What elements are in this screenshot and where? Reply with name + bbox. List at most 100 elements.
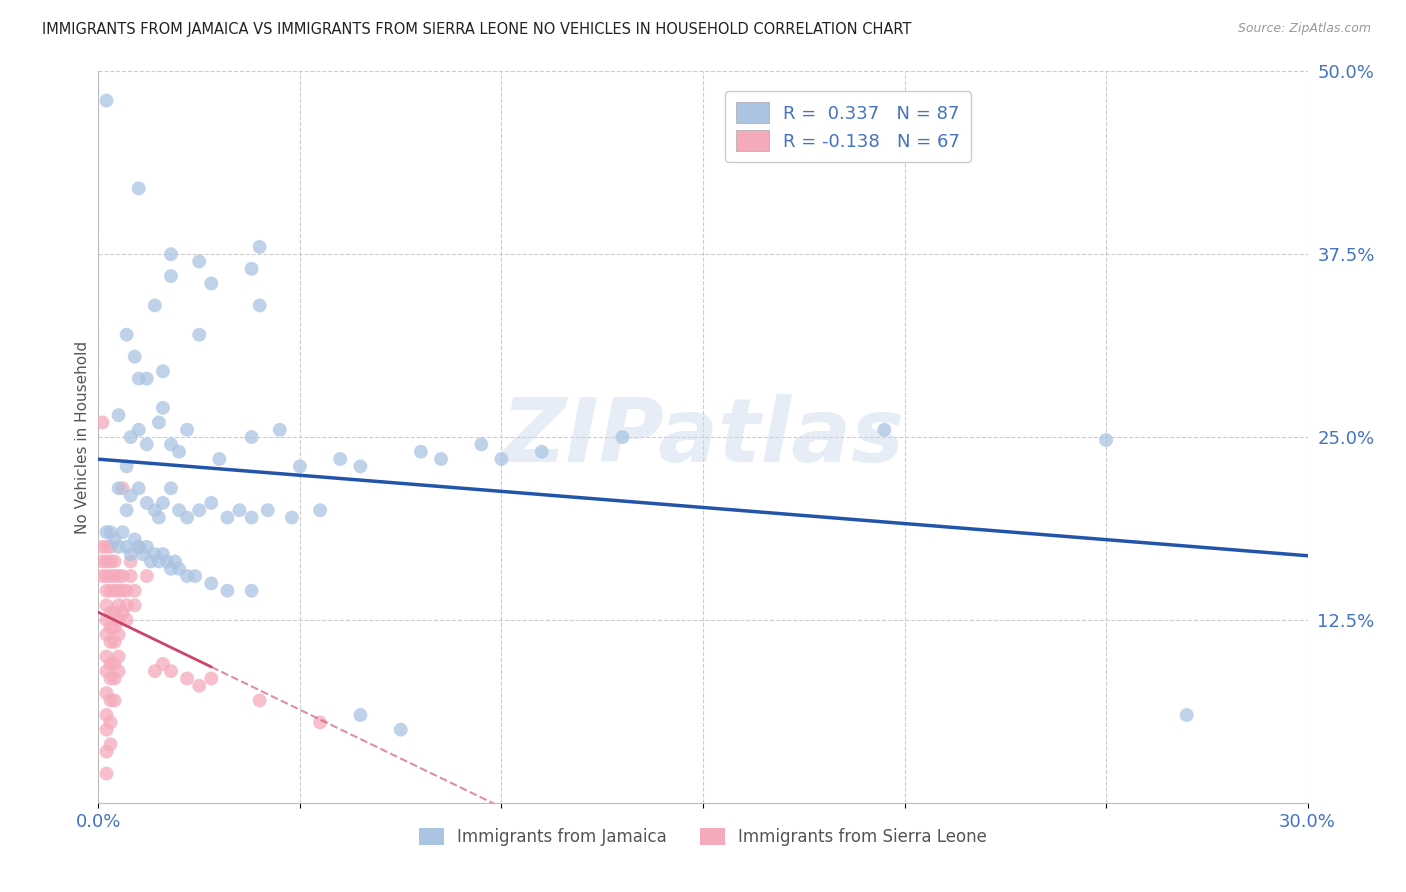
Point [107, 569, 129, 583]
Point [120, 569, 142, 583]
Point [389, 723, 412, 737]
Point [107, 613, 129, 627]
Point [1095, 433, 1118, 447]
Point [100, 657, 122, 671]
Point [135, 569, 157, 583]
Point [96, 766, 118, 780]
Point [96, 525, 118, 540]
Point [329, 452, 352, 467]
Point [96, 723, 118, 737]
Point [132, 547, 155, 561]
Point [128, 423, 150, 437]
Point [139, 554, 162, 568]
Point [124, 599, 146, 613]
Point [96, 554, 118, 568]
Point [160, 269, 183, 284]
Point [269, 423, 291, 437]
Point [309, 503, 332, 517]
Point [120, 547, 142, 561]
Point [184, 569, 207, 583]
Point [96, 613, 118, 627]
Point [167, 444, 190, 458]
Point [160, 664, 183, 678]
Point [124, 533, 146, 547]
Point [143, 664, 166, 678]
Point [96, 686, 118, 700]
Point [128, 371, 150, 385]
Point [103, 569, 125, 583]
Text: Source: ZipAtlas.com: Source: ZipAtlas.com [1237, 22, 1371, 36]
Point [111, 606, 134, 620]
Point [249, 298, 271, 312]
Point [100, 715, 122, 730]
Point [100, 554, 122, 568]
Point [160, 481, 183, 495]
Point [249, 693, 271, 707]
Point [135, 496, 157, 510]
Point [1175, 708, 1198, 723]
Point [107, 481, 129, 495]
Point [128, 481, 150, 495]
Point [160, 562, 183, 576]
Point [103, 583, 125, 598]
Point [120, 489, 142, 503]
Point [188, 254, 211, 268]
Point [309, 715, 332, 730]
Point [240, 510, 263, 524]
Point [128, 540, 150, 554]
Point [228, 503, 250, 517]
Point [103, 606, 125, 620]
Point [470, 437, 492, 451]
Point [152, 496, 174, 510]
Point [96, 649, 118, 664]
Point [152, 364, 174, 378]
Point [103, 635, 125, 649]
Point [115, 583, 138, 598]
Point [163, 554, 186, 568]
Point [103, 672, 125, 686]
Point [100, 737, 122, 751]
Point [111, 569, 134, 583]
Point [167, 503, 190, 517]
Point [188, 327, 211, 342]
Point [111, 583, 134, 598]
Point [249, 240, 271, 254]
Point [100, 693, 122, 707]
Point [148, 554, 170, 568]
Point [96, 583, 118, 598]
Point [240, 430, 263, 444]
Point [91, 569, 114, 583]
Point [135, 371, 157, 385]
Point [115, 599, 138, 613]
Point [96, 708, 118, 723]
Point [167, 562, 190, 576]
Point [115, 613, 138, 627]
Y-axis label: No Vehicles in Household: No Vehicles in Household [75, 341, 90, 533]
Point [143, 503, 166, 517]
Point [217, 510, 239, 524]
Point [96, 569, 118, 583]
Point [176, 569, 198, 583]
Point [409, 444, 432, 458]
Point [188, 503, 211, 517]
Point [91, 416, 114, 430]
Point [115, 503, 138, 517]
Point [96, 664, 118, 678]
Point [135, 540, 157, 554]
Point [96, 745, 118, 759]
Point [288, 459, 311, 474]
Point [107, 408, 129, 422]
Point [96, 540, 118, 554]
Point [103, 554, 125, 568]
Point [107, 583, 129, 598]
Point [176, 423, 198, 437]
Point [200, 576, 222, 591]
Point [111, 481, 134, 495]
Point [100, 606, 122, 620]
Point [349, 459, 371, 474]
Point [143, 298, 166, 312]
Point [160, 247, 183, 261]
Point [128, 540, 150, 554]
Point [200, 496, 222, 510]
Point [115, 459, 138, 474]
